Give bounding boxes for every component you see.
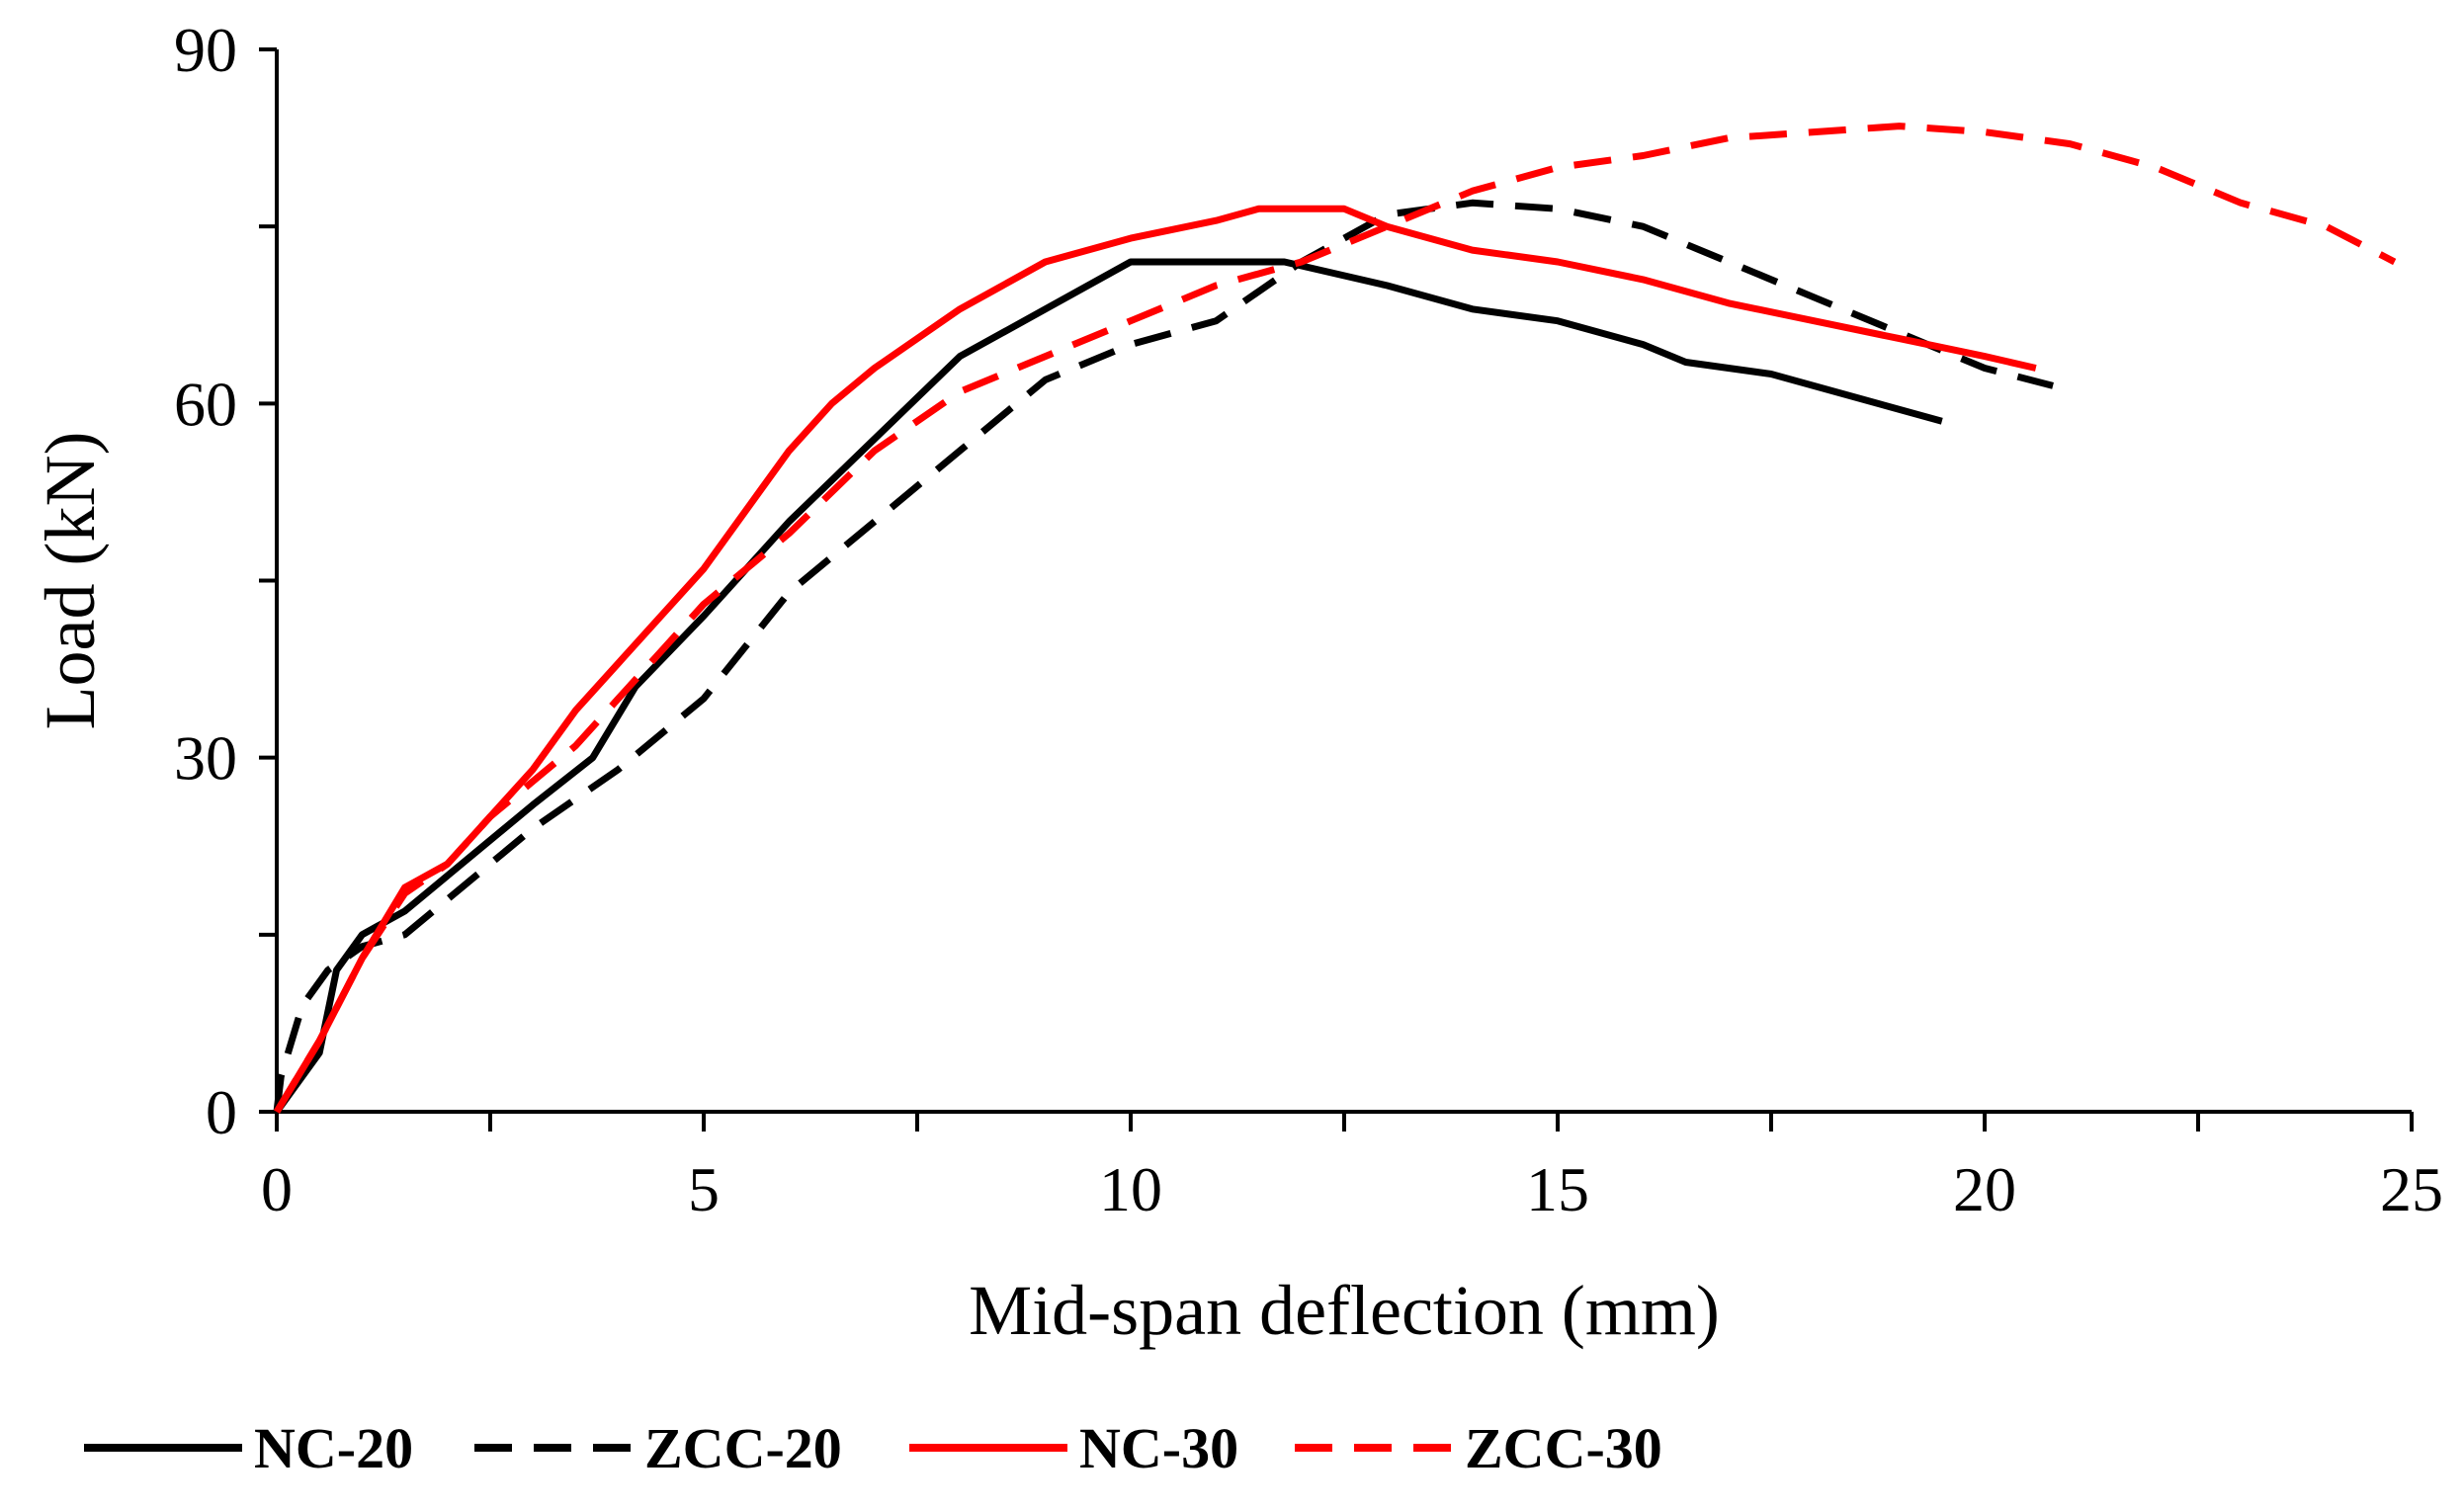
legend-label-zcc-30: ZCC-30 — [1465, 1416, 1662, 1480]
series-line-nc-20 — [274, 258, 1943, 1115]
x-tick-label: 5 — [688, 1154, 720, 1224]
series-line-zcc-30 — [274, 123, 2397, 1114]
x-tick-label: 0 — [261, 1154, 293, 1224]
x-axis-title: Mid-span deflection (mm) — [969, 1271, 1720, 1350]
y-tick-label: 30 — [174, 723, 237, 794]
legend-label-nc-20: NC-20 — [254, 1416, 413, 1480]
x-tick-label: 20 — [1953, 1154, 2016, 1224]
y-tick-label: 0 — [206, 1077, 237, 1147]
legend: NC-20 ZCC-20 NC-30 ZCC-30 — [84, 1416, 1662, 1480]
series-line-nc-30 — [274, 205, 2037, 1114]
x-ticks: 0 5 10 15 20 25 — [261, 1112, 2443, 1224]
series-layer — [273, 123, 2397, 1115]
x-tick-label: 15 — [1526, 1154, 1589, 1224]
y-tick-label: 60 — [174, 369, 237, 439]
series-line-zcc-20 — [273, 199, 2054, 1113]
x-tick-label: 25 — [2380, 1154, 2443, 1224]
y-axis-title: Load (kN) — [31, 432, 110, 730]
legend-label-nc-30: NC-30 — [1079, 1416, 1238, 1480]
legend-label-zcc-20: ZCC-20 — [644, 1416, 842, 1480]
y-tick-label: 90 — [174, 15, 237, 85]
x-tick-label: 10 — [1099, 1154, 1162, 1224]
y-ticks: 0 30 60 90 — [174, 15, 277, 1147]
